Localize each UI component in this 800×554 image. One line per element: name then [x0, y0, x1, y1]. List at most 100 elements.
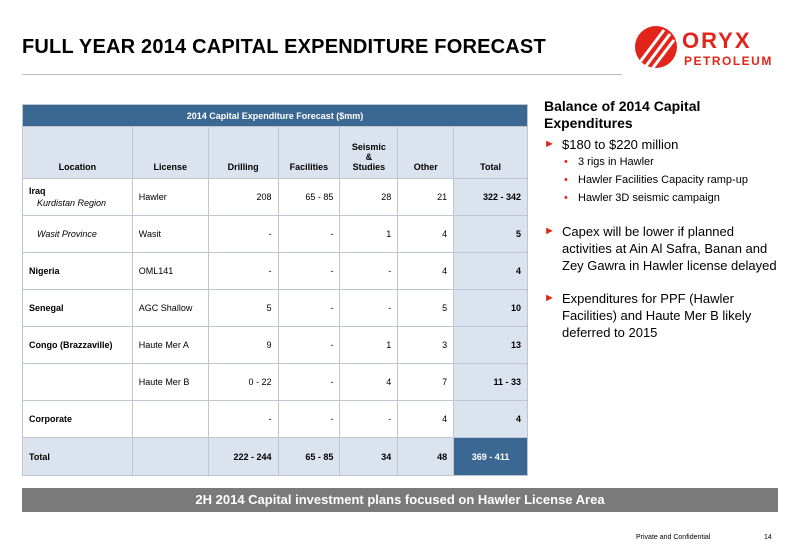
- row-location: Congo (Brazzaville): [22, 326, 133, 364]
- sum-license: [131, 437, 209, 476]
- col-drilling: Drilling: [207, 126, 279, 179]
- row-license: Haute Mer A: [131, 326, 209, 364]
- row-facilities: -: [277, 326, 341, 364]
- col-seismic: Seismic & Studies: [339, 126, 399, 179]
- table-row: Senegal AGC Shallow 5 - - 5 10: [22, 289, 528, 327]
- sum-drilling: 222 - 244: [207, 437, 279, 476]
- row-license: OML141: [131, 252, 209, 290]
- bullet-text: Expenditures for PPF (Hawler Facilities)…: [562, 291, 752, 340]
- row-other: 5: [397, 289, 455, 327]
- row-seismic: 1: [339, 215, 399, 253]
- bullet-text: Capex will be lower if planned activitie…: [562, 224, 777, 273]
- row-facilities: -: [277, 252, 341, 290]
- balance-panel: Balance of 2014 Capital Expenditures ► $…: [544, 98, 784, 341]
- row-other: 4: [397, 215, 455, 253]
- row-total: 10: [453, 289, 528, 327]
- table-total-row: Total 222 - 244 65 - 85 34 48 369 - 411: [22, 437, 528, 476]
- sub-bullet-text: 3 rigs in Hawler: [578, 156, 654, 168]
- table-row: Wasit Province Wasit - - 1 4 5: [22, 215, 528, 253]
- row-drilling: 0 - 22: [207, 363, 279, 401]
- row-drilling: 9: [207, 326, 279, 364]
- sub-bullet: • Hawler 3D seismic campaign: [564, 189, 784, 207]
- row-total: 322 - 342: [453, 178, 528, 216]
- row-other: 7: [397, 363, 455, 401]
- row-seismic: 1: [339, 326, 399, 364]
- col-seismic-line1: Seismic: [351, 142, 386, 152]
- arrow-bullet-icon: ►: [544, 138, 555, 150]
- sum-total: 369 - 411: [453, 437, 528, 476]
- page-title: FULL YEAR 2014 CAPITAL EXPENDITURE FOREC…: [22, 36, 546, 58]
- row-total: 4: [453, 252, 528, 290]
- dot-bullet-icon: •: [564, 174, 568, 186]
- row-facilities: -: [277, 215, 341, 253]
- row-seismic: -: [339, 400, 399, 438]
- row-seismic: 4: [339, 363, 399, 401]
- summary-banner: 2H 2014 Capital investment plans focused…: [22, 488, 778, 512]
- row-facilities: 65 - 85: [277, 178, 341, 216]
- row-license: Haute Mer B: [131, 363, 209, 401]
- row-location: [22, 363, 133, 401]
- table-row: Haute Mer B 0 - 22 - 4 7 11 - 33: [22, 363, 528, 401]
- row-location-sub: Kurdistan Region: [37, 198, 107, 208]
- col-license: License: [131, 126, 209, 179]
- row-drilling: 208: [207, 178, 279, 216]
- sub-bullet-text: Hawler Facilities Capacity ramp-up: [578, 174, 748, 186]
- table-row: Nigeria OML141 - - - 4 4: [22, 252, 528, 290]
- bullet-capex: ► Capex will be lower if planned activit…: [544, 223, 784, 274]
- row-other: 3: [397, 326, 455, 364]
- dot-bullet-icon: •: [564, 192, 568, 204]
- oryx-logo: ORYX PETROLEUM: [634, 22, 784, 82]
- row-location: Senegal: [22, 289, 133, 327]
- row-facilities: -: [277, 289, 341, 327]
- row-facilities: -: [277, 363, 341, 401]
- row-total: 13: [453, 326, 528, 364]
- arrow-bullet-icon: ►: [544, 225, 555, 237]
- balance-heading: Balance of 2014 Capital Expenditures: [544, 98, 701, 131]
- row-drilling: -: [207, 252, 279, 290]
- row-license: Hawler: [131, 178, 209, 216]
- bullet-text: $180 to $220 million: [562, 137, 679, 152]
- row-license: Wasit: [131, 215, 209, 253]
- row-total: 5: [453, 215, 528, 253]
- bullet-deferred: ► Expenditures for PPF (Hawler Facilitie…: [544, 290, 784, 341]
- table-row: Congo (Brazzaville) Haute Mer A 9 - 1 3 …: [22, 326, 528, 364]
- col-other: Other: [397, 126, 455, 179]
- oryx-emblem-icon: [635, 26, 677, 70]
- bullet-range: ► $180 to $220 million: [544, 136, 784, 153]
- logo-sub: PETROLEUM: [684, 54, 773, 68]
- row-location: Iraq Kurdistan Region: [22, 178, 133, 216]
- row-facilities: -: [277, 400, 341, 438]
- sum-other: 48: [397, 437, 455, 476]
- table-caption: 2014 Capital Expenditure Forecast ($mm): [22, 104, 528, 127]
- sub-bullet: • 3 rigs in Hawler: [564, 153, 784, 171]
- footer-confidential: Private and Confidential: [636, 534, 711, 541]
- row-license: AGC Shallow: [131, 289, 209, 327]
- col-location: Location: [22, 126, 133, 179]
- sum-seismic: 34: [339, 437, 399, 476]
- row-other: 21: [397, 178, 455, 216]
- sub-bullet-text: Hawler 3D seismic campaign: [578, 192, 720, 204]
- row-seismic: -: [339, 252, 399, 290]
- table-row: Iraq Kurdistan Region Hawler 208 65 - 85…: [22, 178, 528, 216]
- sum-label: Total: [22, 437, 133, 476]
- col-seismic-line2: &: [365, 152, 373, 162]
- row-total: 11 - 33: [453, 363, 528, 401]
- sub-bullet: • Hawler Facilities Capacity ramp-up: [564, 171, 784, 189]
- row-other: 4: [397, 400, 455, 438]
- sum-facilities: 65 - 85: [277, 437, 341, 476]
- table-row: Corporate - - - 4 4: [22, 400, 528, 438]
- row-seismic: -: [339, 289, 399, 327]
- row-other: 4: [397, 252, 455, 290]
- capex-table: 2014 Capital Expenditure Forecast ($mm) …: [22, 104, 528, 476]
- row-drilling: -: [207, 400, 279, 438]
- row-location: Corporate: [22, 400, 133, 438]
- row-license: [131, 400, 209, 438]
- page-number: 14: [764, 534, 772, 541]
- col-facilities: Facilities: [277, 126, 341, 179]
- col-seismic-line3: Studies: [352, 162, 386, 172]
- col-total: Total: [453, 126, 528, 179]
- dot-bullet-icon: •: [564, 156, 568, 168]
- row-drilling: 5: [207, 289, 279, 327]
- logo-brand: ORYX: [682, 28, 752, 53]
- row-seismic: 28: [339, 178, 399, 216]
